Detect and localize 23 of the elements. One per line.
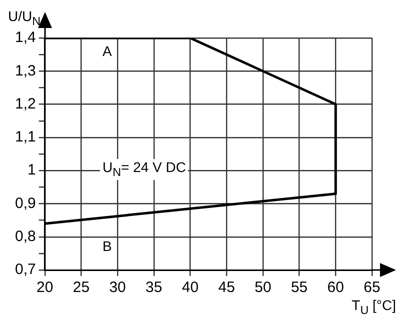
x-tick-label: 45 — [218, 279, 235, 296]
annotation: U$_{N}$= 24 V DC — [100, 158, 188, 180]
y-tick-label: 0,9 — [14, 194, 36, 212]
y-axis-title: U/U$_{N}$ — [8, 8, 41, 28]
x-tick-label: 50 — [254, 279, 272, 296]
x-tick-label: 30 — [109, 279, 126, 296]
y-tick-label: 1,2 — [14, 95, 36, 112]
x-axis-title: T$_{U}$ [°C] — [352, 296, 396, 319]
y-tick-label: 0,7 — [14, 261, 36, 278]
x-tick-label: 40 — [182, 279, 199, 296]
y-tick-label: 1,4 — [14, 29, 36, 46]
x-tick-label: 60 — [327, 279, 344, 296]
y-tick-label: 1,3 — [14, 62, 36, 80]
annotation: B — [100, 238, 114, 255]
y-tick-label: 1 — [28, 162, 36, 179]
x-tick-label: 25 — [72, 279, 90, 296]
annotation: A — [100, 42, 114, 60]
x-tick-label: 35 — [146, 279, 162, 296]
x-tick-label: 20 — [36, 279, 54, 296]
y-tick-label: 1,1 — [14, 128, 36, 146]
y-tick-label: 0,8 — [14, 228, 36, 245]
x-tick-label: 65 — [364, 279, 380, 296]
x-tick-label: 55 — [290, 279, 308, 296]
